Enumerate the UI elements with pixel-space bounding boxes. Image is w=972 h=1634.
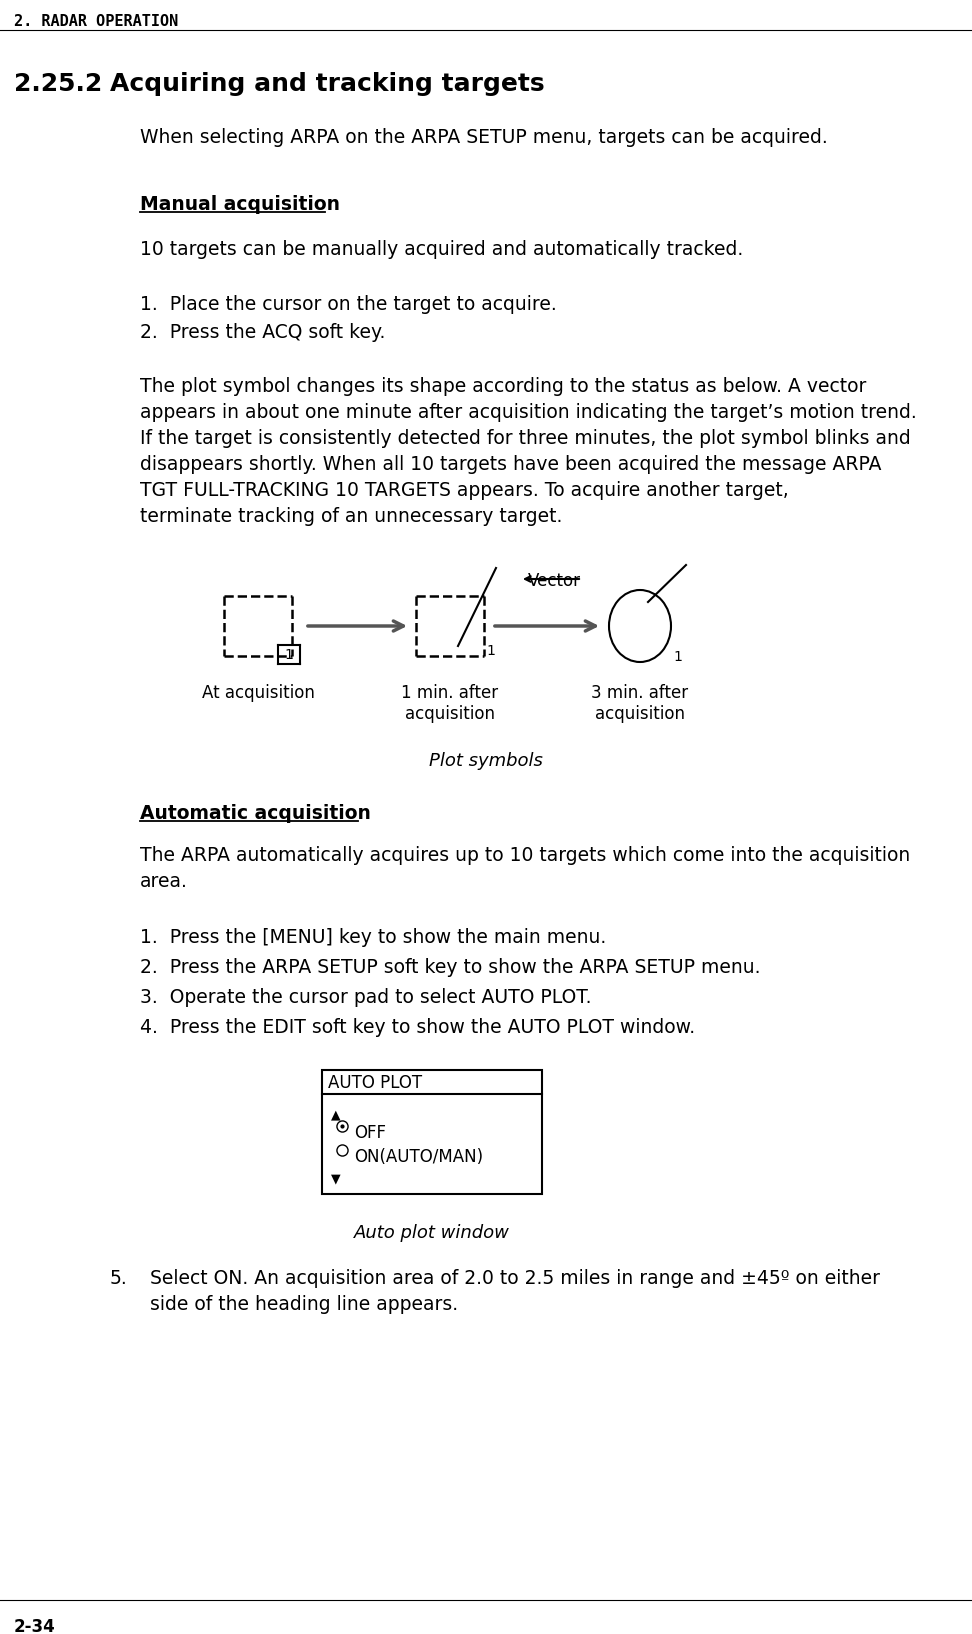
Text: ▼: ▼ bbox=[331, 1172, 341, 1185]
Text: ▲: ▲ bbox=[331, 1108, 341, 1121]
Text: 2. RADAR OPERATION: 2. RADAR OPERATION bbox=[14, 15, 178, 29]
Text: 1.  Place the cursor on the target to acquire.: 1. Place the cursor on the target to acq… bbox=[140, 296, 557, 314]
Text: 2-34: 2-34 bbox=[14, 1618, 55, 1634]
Text: 10 targets can be manually acquired and automatically tracked.: 10 targets can be manually acquired and … bbox=[140, 240, 744, 260]
Text: 1 min. after
acquisition: 1 min. after acquisition bbox=[401, 685, 499, 722]
Text: 2.25.2: 2.25.2 bbox=[14, 72, 102, 96]
Text: If the target is consistently detected for three minutes, the plot symbol blinks: If the target is consistently detected f… bbox=[140, 430, 911, 448]
Text: The ARPA automatically acquires up to 10 targets which come into the acquisition: The ARPA automatically acquires up to 10… bbox=[140, 846, 910, 864]
Text: terminate tracking of an unnecessary target.: terminate tracking of an unnecessary tar… bbox=[140, 507, 563, 526]
Text: side of the heading line appears.: side of the heading line appears. bbox=[150, 1296, 458, 1314]
Text: disappears shortly. When all 10 targets have been acquired the message ARPA: disappears shortly. When all 10 targets … bbox=[140, 454, 882, 474]
Text: 3.  Operate the cursor pad to select AUTO PLOT.: 3. Operate the cursor pad to select AUTO… bbox=[140, 989, 592, 1007]
Text: 1: 1 bbox=[673, 650, 682, 663]
Text: 1.  Press the [MENU] key to show the main menu.: 1. Press the [MENU] key to show the main… bbox=[140, 928, 607, 948]
Text: 5.: 5. bbox=[110, 1270, 127, 1288]
Text: The plot symbol changes its shape according to the status as below. A vector: The plot symbol changes its shape accord… bbox=[140, 377, 866, 395]
Text: Select ON. An acquisition area of 2.0 to 2.5 miles in range and ±45º on either: Select ON. An acquisition area of 2.0 to… bbox=[150, 1270, 880, 1288]
Text: OFF: OFF bbox=[354, 1124, 386, 1142]
Text: At acquisition: At acquisition bbox=[201, 685, 314, 703]
Text: AUTO PLOT: AUTO PLOT bbox=[328, 1074, 422, 1092]
Text: Automatic acquisition: Automatic acquisition bbox=[140, 804, 371, 824]
Text: Manual acquisition: Manual acquisition bbox=[140, 194, 340, 214]
Text: appears in about one minute after acquisition indicating the target’s motion tre: appears in about one minute after acquis… bbox=[140, 404, 917, 422]
Text: TGT FULL-TRACKING 10 TARGETS appears. To acquire another target,: TGT FULL-TRACKING 10 TARGETS appears. To… bbox=[140, 480, 788, 500]
Text: ON(AUTO/MAN): ON(AUTO/MAN) bbox=[354, 1149, 483, 1167]
Bar bbox=[322, 1070, 542, 1194]
Text: 2.  Press the ACQ soft key.: 2. Press the ACQ soft key. bbox=[140, 324, 385, 342]
Text: Auto plot window: Auto plot window bbox=[354, 1224, 510, 1242]
Text: area.: area. bbox=[140, 873, 188, 891]
Text: Vector: Vector bbox=[528, 572, 581, 590]
Text: 2.  Press the ARPA SETUP soft key to show the ARPA SETUP menu.: 2. Press the ARPA SETUP soft key to show… bbox=[140, 958, 760, 977]
Text: 4.  Press the EDIT soft key to show the AUTO PLOT window.: 4. Press the EDIT soft key to show the A… bbox=[140, 1018, 695, 1038]
Text: Plot symbols: Plot symbols bbox=[429, 752, 543, 770]
Text: When selecting ARPA on the ARPA SETUP menu, targets can be acquired.: When selecting ARPA on the ARPA SETUP me… bbox=[140, 127, 828, 147]
Text: 1: 1 bbox=[486, 644, 495, 659]
Text: 3 min. after
acquisition: 3 min. after acquisition bbox=[591, 685, 688, 722]
Text: 1: 1 bbox=[285, 649, 294, 662]
Text: Acquiring and tracking targets: Acquiring and tracking targets bbox=[110, 72, 544, 96]
